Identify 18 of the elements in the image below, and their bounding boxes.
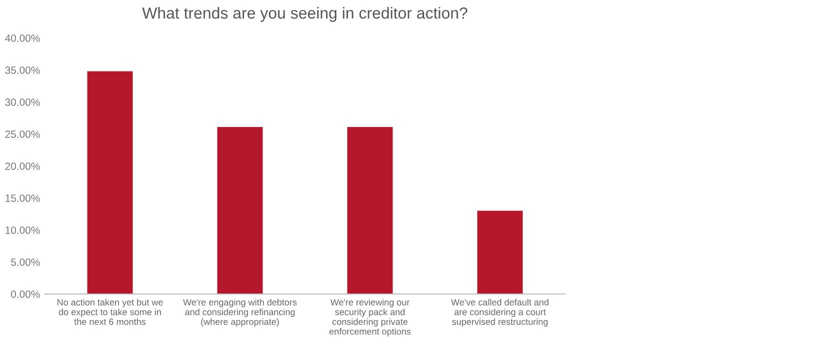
bar: [217, 126, 263, 294]
y-tick-label: 5.00%: [11, 258, 40, 266]
bar: [347, 126, 393, 294]
y-tick-label: 15.00%: [6, 194, 40, 202]
x-tick-label: We've called default and are considering a court supervised restructuring: [451, 298, 548, 327]
bar: [477, 210, 523, 294]
y-tick-label: 35.00%: [5, 66, 40, 74]
y-tick-label: 10.00%: [6, 226, 40, 234]
y-tick-label: 0.00%: [11, 290, 40, 298]
chart-title: What trends are you seeing in creditor action?: [142, 6, 468, 22]
bar: [87, 71, 133, 294]
x-tick-label: We're reviewing our security pack and considering private enforcement options: [329, 298, 411, 336]
x-tick-label: No action taken yet but we do expect to take some in the next 6 months: [58, 298, 163, 325]
y-tick-label: 40.00%: [5, 34, 40, 42]
y-tick-label: 30.00%: [5, 98, 40, 106]
y-tick-label: 25.00%: [5, 130, 40, 138]
x-tick-label: We're engaging with debtors and considering refinancing (where appropriate): [183, 298, 297, 327]
y-tick-label: 20.00%: [5, 162, 40, 170]
